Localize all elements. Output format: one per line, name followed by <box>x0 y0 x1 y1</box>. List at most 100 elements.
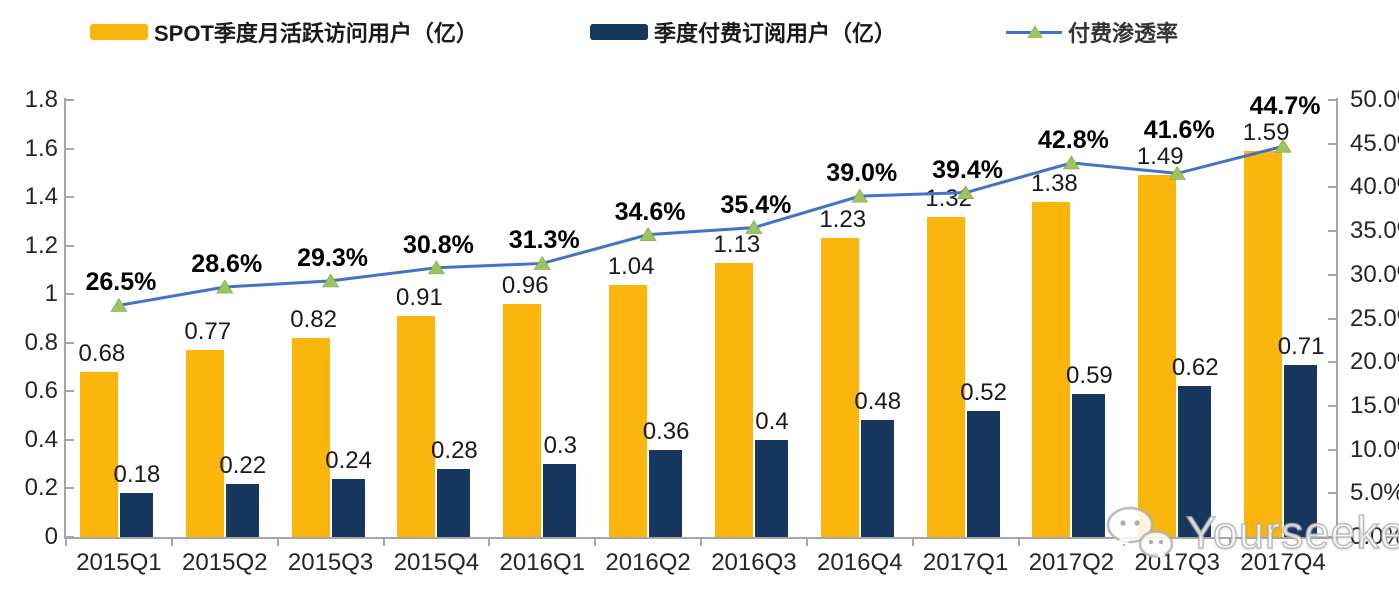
y-axis-right-tick <box>1328 142 1336 145</box>
rate-marker-icon <box>533 255 551 270</box>
rate-marker-icon <box>851 188 869 203</box>
mau-value-label: 1.13 <box>713 230 761 258</box>
rate-value-label: 39.4% <box>932 155 1004 184</box>
y-axis-right-tick <box>1328 99 1336 101</box>
subs-value-label: 0.28 <box>431 437 478 465</box>
y-axis-left-line <box>64 98 66 539</box>
y-axis-right-tick-label: 35.0% <box>1350 217 1399 245</box>
y-axis-tick <box>66 293 74 296</box>
y-axis-right-tick-label: 45.0% <box>1350 129 1399 157</box>
y-axis-tick-label: 1 <box>44 280 58 308</box>
y-axis-right-tick-label: 40.0% <box>1350 173 1399 201</box>
x-axis-category-label: 2016Q1 <box>499 549 585 576</box>
x-axis-tick <box>276 539 279 546</box>
bar-subs <box>331 478 365 537</box>
y-axis-right-tick-label: 50.0% <box>1350 86 1399 113</box>
subs-value-label: 0.22 <box>219 451 267 479</box>
y-axis-right-tick <box>1328 230 1336 233</box>
y-axis-tick-label: 1.2 <box>24 231 58 259</box>
y-axis-right-tick-label: 25.0% <box>1350 304 1399 332</box>
rate-marker-icon <box>1062 155 1080 170</box>
watermark-text: Yourseeker <box>1185 506 1399 559</box>
y-axis-right-tick-label: 5.0% <box>1350 479 1399 507</box>
rate-value-label: 28.6% <box>191 250 263 279</box>
bar-mau <box>79 371 118 537</box>
y-axis-tick <box>66 244 74 247</box>
x-axis-category-label: 2015Q2 <box>182 549 268 576</box>
y-axis-right-tick-label: 30.0% <box>1350 260 1399 288</box>
y-axis-right-tick-label: 0.0% <box>1350 523 1399 550</box>
mau-value-label: 0.82 <box>290 305 337 333</box>
y-axis-tick <box>66 438 74 441</box>
rate-value-label: 29.3% <box>297 243 369 272</box>
rate-legend-label: 付费渗透率 <box>1068 21 1179 46</box>
subs-value-label: 0.4 <box>755 407 789 435</box>
bar-mau <box>503 303 542 537</box>
y-axis-right-tick <box>1328 404 1336 407</box>
x-axis-tick <box>1229 539 1232 546</box>
subs-value-label: 0.18 <box>113 461 161 489</box>
y-axis-right-tick <box>1328 492 1336 495</box>
rate-marker-icon <box>639 227 657 241</box>
subs-value-label: 0.3 <box>543 432 577 460</box>
y-axis-tick <box>66 536 74 538</box>
y-axis-tick <box>66 341 74 344</box>
y-axis-right-tick <box>1328 536 1336 538</box>
subs-value-label: 0.36 <box>642 417 690 445</box>
legend-item-mau: SPOT季度月活跃访问用户（亿） <box>90 18 478 46</box>
x-axis-line <box>64 537 1338 539</box>
x-axis-tick <box>382 539 385 546</box>
x-axis-category-label: 2016Q3 <box>711 549 797 576</box>
mau-legend-label: SPOT季度月活跃访问用户（亿） <box>154 21 478 46</box>
bar-subs <box>754 439 788 537</box>
x-axis-tick <box>1335 539 1337 546</box>
bar-subs <box>860 420 894 537</box>
y-axis-tick-label: 0.8 <box>24 328 58 356</box>
x-axis-tick <box>700 539 702 546</box>
bar-subs <box>543 464 577 537</box>
rate-legend-marker <box>1006 24 1062 40</box>
bar-subs <box>966 410 1000 537</box>
bar-mau <box>714 262 753 537</box>
subs-legend-swatch <box>590 24 648 40</box>
triangle-marker-icon <box>1027 25 1043 38</box>
mau-legend-swatch <box>90 24 148 40</box>
bar-mau <box>397 316 436 537</box>
y-axis-right-tick <box>1328 273 1336 276</box>
y-axis-tick <box>66 196 74 199</box>
mau-value-label: 0.96 <box>501 271 549 299</box>
mau-value-label: 0.91 <box>396 284 443 312</box>
y-axis-tick-label: 1.8 <box>24 86 58 113</box>
x-axis-category-label: 2015Q3 <box>287 549 374 576</box>
bar-mau <box>291 337 330 537</box>
bar-mau <box>185 350 224 537</box>
rate-marker-icon <box>110 297 128 312</box>
wechat-icon <box>1106 506 1174 561</box>
x-axis-tick <box>488 539 491 546</box>
rate-marker-icon <box>216 279 234 294</box>
mau-value-label: 1.32 <box>925 184 972 212</box>
bar-subs <box>225 483 259 537</box>
subs-value-label: 0.62 <box>1171 354 1219 382</box>
x-axis-tick <box>805 539 808 546</box>
bar-mau <box>926 216 965 537</box>
bar-subs <box>119 493 153 537</box>
rate-value-label: 39.0% <box>826 159 898 188</box>
x-axis-category-label: 2017Q4 <box>1240 549 1326 576</box>
subs-value-label: 0.71 <box>1277 332 1325 360</box>
y-axis-right-tick-label: 20.0% <box>1350 348 1399 376</box>
x-axis-tick <box>1017 539 1020 546</box>
subs-value-label: 0.48 <box>854 388 902 416</box>
bar-mau <box>609 284 648 537</box>
legend-item-rate: 付费渗透率 <box>1006 18 1178 46</box>
mau-value-label: 0.77 <box>184 318 232 346</box>
y-axis-tick-label: 0.4 <box>24 425 58 453</box>
x-axis-tick <box>594 539 597 546</box>
bar-subs <box>437 469 471 537</box>
watermark: Yourseeker <box>1104 503 1399 563</box>
rate-value-label: 34.6% <box>614 197 686 226</box>
x-axis-category-label: 2016Q4 <box>817 549 903 576</box>
x-axis-category-label: 2016Q2 <box>605 549 691 576</box>
x-axis-category-label: 2017Q1 <box>922 549 1009 576</box>
bar-subs <box>1178 386 1212 537</box>
